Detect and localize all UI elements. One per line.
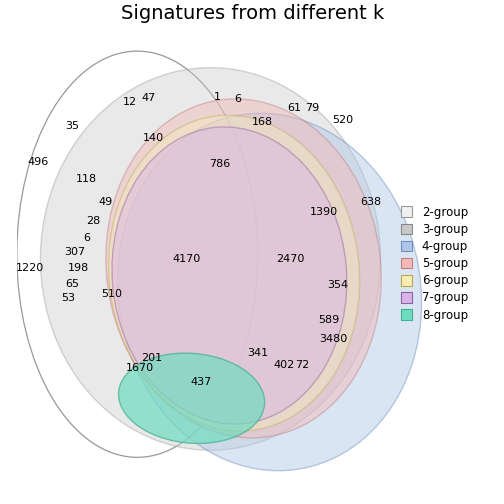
Text: 12: 12: [123, 97, 137, 107]
Text: 61: 61: [288, 103, 301, 113]
Text: 35: 35: [66, 121, 80, 131]
Text: 65: 65: [66, 279, 80, 288]
Legend: 2-group, 3-group, 4-group, 5-group, 6-group, 7-group, 8-group: 2-group, 3-group, 4-group, 5-group, 6-gr…: [401, 206, 468, 322]
Text: 1670: 1670: [125, 362, 154, 372]
Ellipse shape: [40, 68, 381, 450]
Text: 4170: 4170: [173, 254, 201, 264]
Text: 49: 49: [98, 197, 112, 207]
Text: 118: 118: [76, 174, 97, 183]
Text: 307: 307: [64, 247, 85, 257]
Text: 79: 79: [305, 103, 319, 113]
Text: 3480: 3480: [319, 334, 347, 344]
Text: 140: 140: [143, 134, 164, 144]
Title: Signatures from different k: Signatures from different k: [121, 4, 385, 23]
Text: 1220: 1220: [16, 264, 44, 273]
Text: 72: 72: [295, 360, 310, 370]
Text: 2470: 2470: [277, 254, 305, 264]
Text: 53: 53: [61, 293, 75, 303]
Text: 510: 510: [101, 289, 122, 299]
Ellipse shape: [108, 115, 360, 431]
Text: 437: 437: [191, 377, 212, 387]
Text: 6: 6: [83, 233, 90, 243]
Text: 6: 6: [234, 94, 241, 104]
Text: 198: 198: [68, 264, 89, 273]
Text: 402: 402: [273, 360, 294, 370]
Text: 1390: 1390: [310, 207, 338, 217]
Text: 201: 201: [141, 353, 162, 363]
Text: 28: 28: [86, 216, 100, 226]
Ellipse shape: [118, 353, 265, 444]
Ellipse shape: [106, 99, 381, 438]
Text: 1: 1: [214, 92, 221, 102]
Text: 589: 589: [318, 316, 339, 326]
Text: 786: 786: [209, 159, 230, 169]
Text: 168: 168: [252, 117, 273, 127]
Ellipse shape: [117, 113, 422, 471]
Text: 341: 341: [247, 348, 268, 358]
Text: 47: 47: [141, 93, 155, 103]
Text: 638: 638: [360, 197, 382, 207]
Text: 520: 520: [332, 114, 353, 124]
Text: 354: 354: [328, 280, 349, 290]
Text: 496: 496: [28, 157, 49, 167]
Ellipse shape: [112, 127, 347, 424]
